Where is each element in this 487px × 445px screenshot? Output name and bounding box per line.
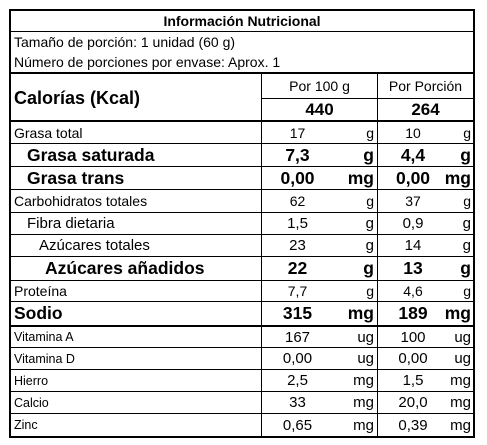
nutrient-row: Vitamina A 167 ug 100 ug [11, 325, 473, 347]
value-per-100g: 7,7 [261, 281, 333, 301]
value-per-100g: 0,65 [261, 414, 333, 436]
nutrient-name: Vitamina D [14, 351, 75, 366]
value-per-100g: 315 [261, 302, 333, 325]
col-header-per-serving: Por Porción [377, 74, 473, 98]
unit-per-serving: mg [450, 416, 471, 434]
value-per-100g: 33 [261, 392, 333, 413]
value-per-serving: 10 [377, 122, 448, 143]
value-per-serving: 0,39 [377, 414, 448, 436]
unit-per-100g: g [366, 124, 374, 141]
nutrient-row: Calcio 33 mg 20,0 mg [11, 391, 473, 413]
nutrient-name: Azúcares añadidos [45, 258, 205, 278]
unit-per-100g: mg [353, 394, 374, 411]
calories-header-row: Calorías (Kcal) Por 100 g Por Porción [11, 72, 473, 108]
nutrient-name: Hierro [14, 373, 49, 388]
title-row: Información Nutricional [11, 11, 473, 31]
calories-per-100g: 440 [261, 98, 377, 120]
value-per-serving: 189 [377, 302, 448, 325]
value-per-serving: 0,00 [377, 167, 448, 189]
unit-per-100g: mg [353, 416, 374, 434]
unit-per-100g: g [363, 144, 374, 165]
value-per-serving: 37 [377, 190, 448, 212]
unit-per-serving: ug [454, 328, 471, 346]
nutrient-row: Zinc 0,65 mg 0,39 mg [11, 413, 473, 436]
value-per-serving: 0,00 [377, 348, 448, 369]
nutrient-row: Grasa saturada 7,3 g 4,4 g [11, 143, 473, 166]
unit-per-100g: mg [347, 167, 374, 188]
value-per-serving: 4,4 [377, 144, 448, 166]
value-per-100g: 2,5 [261, 370, 333, 391]
value-per-serving: 13 [377, 257, 448, 280]
nutrient-row: Hierro 2,5 mg 1,5 mg [11, 369, 473, 391]
value-per-100g: 1,5 [261, 213, 333, 234]
value-per-100g: 0,00 [261, 348, 333, 369]
unit-per-serving: g [460, 144, 471, 165]
nutrient-name: Grasa saturada [27, 144, 155, 165]
unit-per-serving: mg [450, 394, 471, 411]
unit-per-serving: mg [444, 303, 471, 323]
nutrient-row: Vitamina D 0,00 ug 0,00 ug [11, 347, 473, 369]
unit-per-100g: g [366, 283, 374, 299]
value-per-100g: 7,3 [261, 144, 333, 166]
value-per-100g: 22 [261, 257, 333, 280]
nutrient-row: Carbohidratos totales 62 g 37 g [11, 189, 473, 212]
unit-per-serving: g [462, 215, 471, 232]
col-header-per-100g: Por 100 g [261, 74, 377, 98]
unit-per-100g: g [366, 193, 374, 209]
nutrient-name: Proteína [14, 283, 67, 299]
unit-per-serving: mg [444, 167, 471, 188]
nutrient-name: Calcio [14, 395, 49, 410]
unit-per-100g: ug [357, 328, 374, 346]
nutrient-row: Proteína 7,7 g 4,6 g [11, 280, 473, 301]
unit-per-serving: g [460, 258, 471, 278]
calories-per-serving: 264 [377, 98, 473, 120]
nutrient-name: Fibra dietaria [27, 215, 115, 232]
serving-size-row: Tamaño de porción: 1 unidad (60 g) [11, 31, 473, 52]
unit-per-100g: mg [353, 372, 374, 389]
nutrient-name: Carbohidratos totales [14, 193, 148, 209]
nutrient-row: Azúcares totales 23 g 14 g [11, 234, 473, 256]
value-per-100g: 17 [261, 122, 333, 143]
value-per-100g: 0,00 [261, 167, 333, 189]
value-per-serving: 0,9 [377, 213, 448, 234]
value-per-100g: 62 [261, 190, 333, 212]
value-per-100g: 167 [261, 327, 333, 347]
unit-per-serving: g [463, 124, 471, 141]
nutrient-row: Fibra dietaria 1,5 g 0,9 g [11, 212, 473, 234]
unit-per-serving: ug [454, 350, 471, 367]
value-per-serving: 100 [377, 327, 448, 347]
nutrient-row: Azúcares añadidos 22 g 13 g [11, 256, 473, 280]
label-title: Información Nutricional [163, 13, 321, 29]
unit-per-serving: g [462, 237, 471, 254]
value-per-serving: 14 [377, 235, 448, 256]
unit-per-100g: g [363, 258, 374, 278]
nutrient-row: Grasa total 17 g 10 g [11, 120, 473, 143]
servings-per-container: Número de porciones por envase: Aprox. 1 [14, 54, 281, 70]
nutrient-name: Vitamina A [14, 330, 74, 344]
value-per-serving: 4,6 [377, 281, 448, 301]
unit-per-serving: g [463, 283, 471, 299]
nutrient-name: Sodio [14, 303, 63, 323]
nutrient-name: Azúcares totales [39, 237, 150, 254]
calories-value-row: 440 264 [11, 98, 473, 120]
value-per-100g: 23 [261, 235, 333, 256]
servings-per-container-row: Número de porciones por envase: Aprox. 1 [11, 52, 473, 72]
unit-per-100g: mg [347, 303, 374, 323]
nutrient-row: Grasa trans 0,00 mg 0,00 mg [11, 166, 473, 189]
unit-per-100g: g [365, 215, 374, 232]
nutrient-row: Sodio 315 mg 189 mg [11, 301, 473, 325]
serving-size: Tamaño de porción: 1 unidad (60 g) [14, 34, 236, 50]
unit-per-100g: g [365, 237, 374, 254]
unit-per-serving: mg [450, 372, 471, 389]
value-per-serving: 1,5 [377, 370, 448, 391]
unit-per-serving: g [463, 193, 471, 209]
calories-label: Calorías (Kcal) [14, 87, 141, 108]
nutrient-name: Grasa total [14, 124, 83, 141]
nutrition-facts-label: Información Nutricional Tamaño de porció… [9, 9, 475, 438]
nutrient-name: Grasa trans [27, 167, 125, 188]
nutrient-name: Zinc [14, 418, 38, 432]
unit-per-100g: ug [357, 350, 374, 367]
value-per-serving: 20,0 [377, 392, 448, 413]
